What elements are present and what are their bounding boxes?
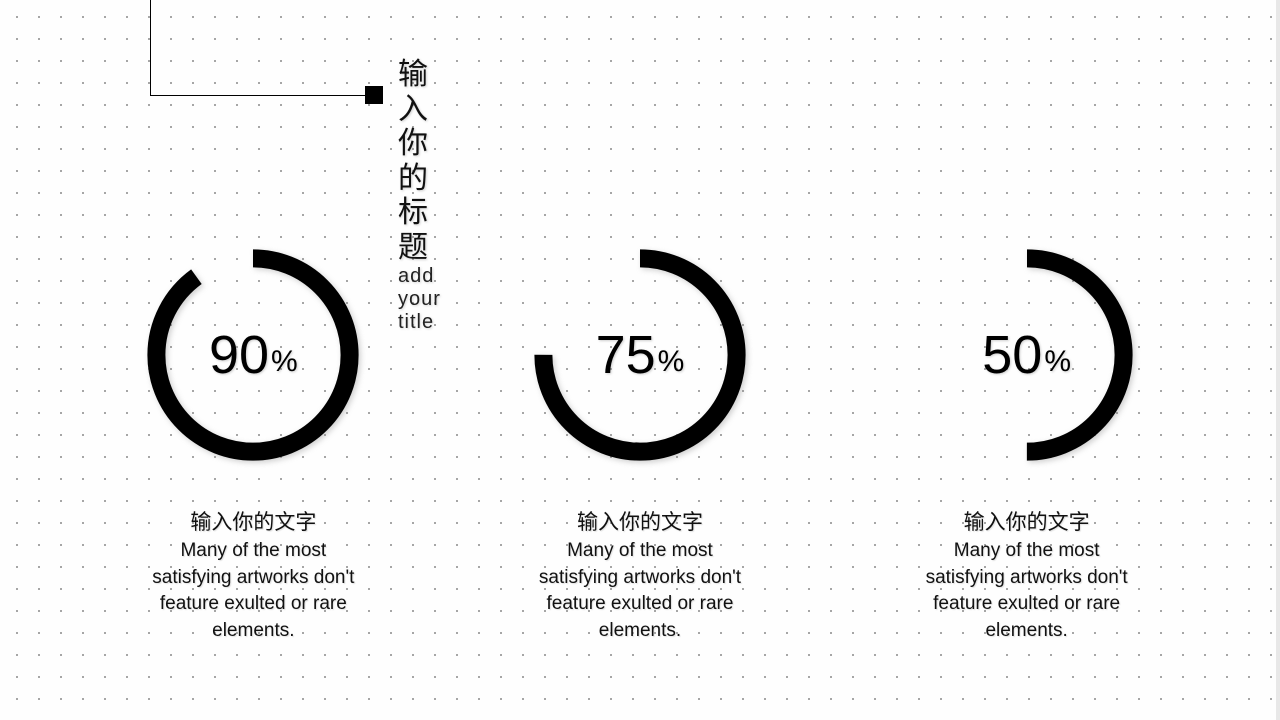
caption-en: Many of the most satisfying artworks don… — [530, 538, 750, 644]
slide-title: 输入你的标题 — [398, 58, 441, 265]
caption-zh: 输入你的文字 — [530, 506, 750, 536]
donut-chart-0: 90 % — [138, 240, 368, 470]
connector-square-icon — [365, 86, 383, 104]
percent-sign: % — [658, 331, 685, 379]
donut-center-label: 50 % — [912, 240, 1142, 470]
connector-vertical-line — [150, 0, 151, 95]
caption-zh: 输入你的文字 — [143, 506, 363, 536]
donut-caption-1: 输入你的文字 Many of the most satisfying artwo… — [530, 506, 750, 644]
caption-en: Many of the most satisfying artworks don… — [143, 538, 363, 644]
donut-number: 50 — [982, 324, 1042, 386]
percent-sign: % — [1044, 331, 1071, 379]
donut-number: 75 — [596, 324, 656, 386]
donut-caption-2: 输入你的文字 Many of the most satisfying artwo… — [917, 506, 1137, 644]
donut-item-2: 50 % 输入你的文字 Many of the most satisfying … — [867, 240, 1187, 644]
donut-chart-2: 50 % — [912, 240, 1142, 470]
donut-center-label: 75 % — [525, 240, 755, 470]
donut-item-1: 75 % 输入你的文字 Many of the most satisfying … — [480, 240, 800, 644]
donut-caption-0: 输入你的文字 Many of the most satisfying artwo… — [143, 506, 363, 644]
donut-number: 90 — [209, 324, 269, 386]
donut-chart-1: 75 % — [525, 240, 755, 470]
connector-horizontal-line — [150, 95, 365, 96]
donut-row: 90 % 输入你的文字 Many of the most satisfying … — [0, 240, 1280, 644]
donut-center-label: 90 % — [138, 240, 368, 470]
donut-item-0: 90 % 输入你的文字 Many of the most satisfying … — [93, 240, 413, 644]
percent-sign: % — [271, 331, 298, 379]
caption-zh: 输入你的文字 — [917, 506, 1137, 536]
caption-en: Many of the most satisfying artworks don… — [917, 538, 1137, 644]
